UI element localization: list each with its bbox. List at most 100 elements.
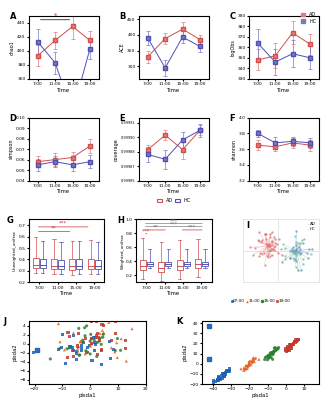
Point [267,352,272,358]
Point [224,368,229,375]
Text: H: H [117,216,124,225]
Point [256,356,261,362]
Point [252,358,257,365]
Point [264,354,269,360]
Point [241,367,246,374]
Point [284,347,289,354]
Y-axis label: logObs: logObs [230,39,235,56]
Point [245,365,250,372]
Point [101,330,106,336]
Point [73,349,79,355]
Point [263,354,268,360]
Point [270,350,275,356]
Point [82,332,88,339]
Point [97,335,102,342]
Point [94,319,99,325]
Point [246,362,251,369]
Point [99,346,104,353]
Point [107,338,112,344]
Point [272,348,277,354]
Text: K: K [176,318,183,326]
Point [71,330,76,336]
Point [251,357,256,364]
Bar [88,259,94,269]
Point [227,368,232,374]
Y-axis label: ACE: ACE [120,42,125,52]
Point [218,376,223,383]
Point [244,363,250,369]
Point [221,373,226,380]
Point [83,335,88,341]
Text: ***: *** [59,221,67,226]
Point [123,345,128,351]
Legend: 07:00, 11:00, 15:00, 19:00: 07:00, 11:00, 15:00, 19:00 [231,300,290,304]
Point [91,334,96,340]
Text: I: I [246,221,249,230]
Point [222,373,227,379]
Point [215,377,221,384]
X-axis label: Time: Time [167,291,180,296]
Point [75,348,80,354]
Point [216,375,222,382]
Point [252,356,257,362]
Point [265,356,270,363]
Point [63,360,68,366]
Point [95,334,100,341]
Point [68,344,73,350]
Point [226,367,231,374]
Point [118,336,124,342]
Point [95,352,100,358]
Point [71,353,76,360]
Y-axis label: Unweighted_unifrac: Unweighted_unifrac [13,230,17,272]
Point [207,356,212,362]
Text: *: * [53,13,57,19]
Bar [58,260,64,269]
Point [64,346,70,352]
Y-axis label: chao1: chao1 [10,40,15,55]
Point [76,330,81,337]
Point [57,338,62,345]
Point [270,349,275,356]
Point [92,347,97,354]
Point [71,347,76,353]
Point [83,348,88,354]
Point [31,350,36,356]
Point [292,339,297,345]
Point [248,362,253,368]
Text: J: J [3,318,6,326]
Point [293,338,298,344]
Point [253,355,258,361]
Point [246,359,251,365]
X-axis label: plsda1: plsda1 [79,393,96,398]
Point [268,350,273,356]
Point [245,364,251,370]
Point [129,326,135,332]
Point [115,354,120,361]
Point [78,339,83,345]
Point [211,379,216,385]
Point [222,371,227,377]
Point [80,340,86,346]
Text: ***: *** [170,221,178,226]
Point [238,366,243,372]
Point [115,335,120,342]
Point [88,338,93,344]
Point [100,327,105,334]
Point [89,336,94,342]
Point [289,342,294,348]
Bar [202,262,208,266]
Point [211,378,216,384]
Bar [69,260,75,270]
Point [291,340,296,347]
Point [213,379,218,385]
Point [283,346,288,352]
Point [220,371,225,377]
Point [285,344,290,350]
Bar [195,258,201,268]
Text: ***: *** [142,228,150,233]
Text: ***: *** [188,224,196,230]
Point [95,339,100,346]
Point [269,350,274,356]
Point [89,340,94,347]
Y-axis label: plsda2: plsda2 [13,344,18,362]
